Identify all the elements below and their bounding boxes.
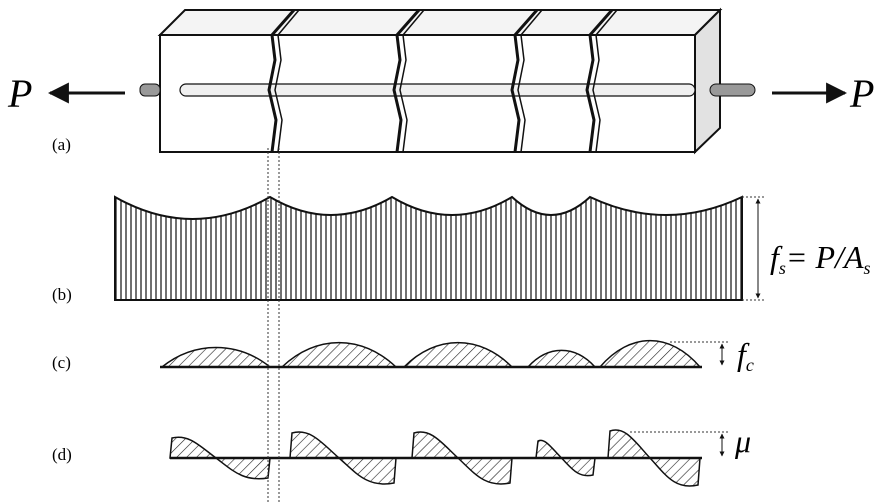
steel-stress-diagram: [115, 197, 742, 300]
panel-label: (b): [52, 285, 72, 304]
specimen: [140, 10, 755, 152]
stress-diagrams: [115, 197, 742, 486]
figure: P P (a) (b) (c) (d) fs= P/As fc μ: [0, 0, 884, 503]
concrete-stress: [528, 350, 595, 367]
concrete-stress: [600, 341, 700, 367]
panel-label: (a): [52, 135, 71, 154]
concrete-stress: [404, 343, 512, 367]
concrete-stress: [162, 348, 270, 368]
panel-label: (d): [52, 445, 72, 464]
load-label: P: [849, 71, 874, 116]
steel-stress-label: fs= P/As: [770, 239, 871, 278]
concrete-stress-label: fc: [737, 336, 754, 375]
panel-label: (c): [52, 353, 71, 372]
concrete-stress: [282, 343, 396, 367]
load-label: P: [7, 71, 32, 116]
bond-stress-label: μ: [734, 423, 751, 459]
